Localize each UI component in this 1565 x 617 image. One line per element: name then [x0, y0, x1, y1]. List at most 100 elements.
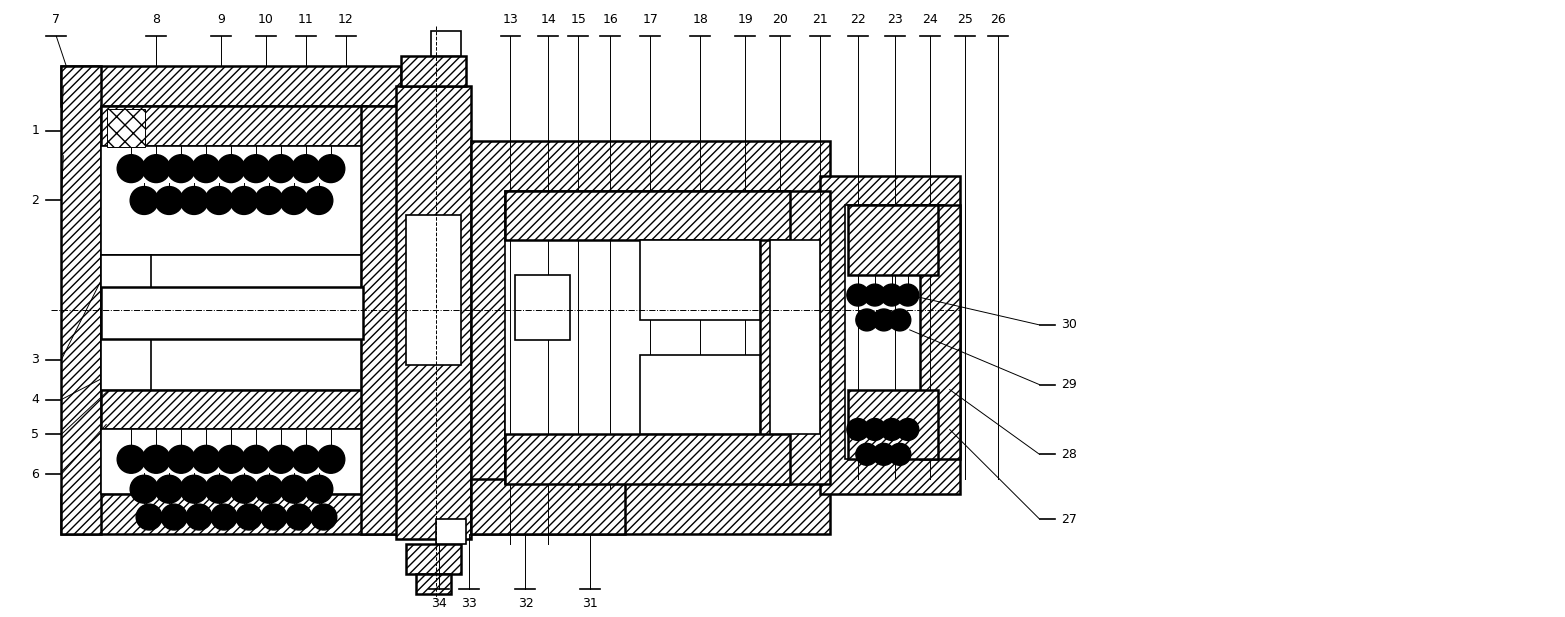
Circle shape — [186, 504, 211, 530]
Bar — [471, 141, 829, 534]
Bar — [430, 31, 460, 56]
Text: 9: 9 — [218, 13, 225, 26]
Text: 8: 8 — [152, 13, 160, 26]
Text: 6: 6 — [31, 468, 39, 481]
Circle shape — [873, 309, 895, 331]
Bar — [102, 106, 366, 146]
Bar — [435, 519, 465, 544]
Text: 20: 20 — [772, 13, 787, 26]
Text: 31: 31 — [582, 597, 598, 610]
Bar — [61, 66, 401, 106]
Bar — [61, 66, 102, 534]
Text: 33: 33 — [460, 597, 476, 610]
Text: 19: 19 — [737, 13, 753, 26]
Circle shape — [218, 155, 246, 183]
Bar — [920, 205, 959, 459]
Circle shape — [311, 504, 336, 530]
Text: 23: 23 — [887, 13, 903, 26]
Text: 24: 24 — [922, 13, 937, 26]
Circle shape — [268, 155, 294, 183]
Text: 10: 10 — [258, 13, 274, 26]
Bar — [102, 429, 362, 494]
Text: 16: 16 — [603, 13, 618, 26]
Circle shape — [192, 155, 221, 183]
Circle shape — [155, 186, 183, 215]
Circle shape — [117, 155, 146, 183]
Circle shape — [864, 418, 886, 441]
Bar — [505, 191, 790, 484]
Bar — [505, 191, 790, 240]
Text: 2: 2 — [31, 194, 39, 207]
Circle shape — [255, 186, 283, 215]
Circle shape — [856, 444, 878, 465]
Bar — [102, 255, 362, 389]
Bar — [505, 434, 790, 484]
Bar — [405, 215, 460, 365]
Circle shape — [889, 444, 911, 465]
Bar — [396, 86, 471, 539]
Text: 29: 29 — [1061, 378, 1077, 391]
Circle shape — [130, 475, 158, 503]
Circle shape — [142, 445, 171, 473]
Bar — [505, 410, 581, 479]
Text: 28: 28 — [1061, 448, 1077, 461]
Circle shape — [236, 504, 261, 530]
Bar — [845, 205, 945, 459]
Circle shape — [230, 186, 258, 215]
Bar — [848, 389, 937, 459]
Circle shape — [155, 475, 183, 503]
Text: 4: 4 — [31, 393, 39, 406]
Text: 13: 13 — [502, 13, 518, 26]
Bar — [401, 56, 465, 86]
Circle shape — [167, 445, 196, 473]
Bar — [61, 494, 401, 534]
Circle shape — [305, 475, 333, 503]
Circle shape — [211, 504, 236, 530]
Circle shape — [218, 445, 246, 473]
Circle shape — [255, 475, 283, 503]
Text: 11: 11 — [297, 13, 313, 26]
Circle shape — [316, 155, 344, 183]
Circle shape — [847, 284, 869, 306]
Bar — [102, 255, 152, 389]
Circle shape — [280, 186, 308, 215]
Circle shape — [291, 445, 319, 473]
Text: 12: 12 — [338, 13, 354, 26]
Circle shape — [280, 475, 308, 503]
Circle shape — [286, 504, 311, 530]
Text: 3: 3 — [31, 354, 39, 366]
Circle shape — [136, 504, 163, 530]
Circle shape — [873, 444, 895, 465]
Bar — [770, 240, 820, 434]
Bar — [510, 340, 576, 410]
Text: 15: 15 — [570, 13, 587, 26]
Circle shape — [864, 284, 886, 306]
Circle shape — [889, 309, 911, 331]
Circle shape — [167, 155, 196, 183]
Circle shape — [847, 418, 869, 441]
Bar — [515, 275, 570, 340]
Circle shape — [261, 504, 286, 530]
Circle shape — [230, 475, 258, 503]
Circle shape — [130, 186, 158, 215]
Text: 21: 21 — [812, 13, 828, 26]
Text: 32: 32 — [518, 597, 534, 610]
Bar — [106, 109, 146, 147]
Bar — [820, 176, 959, 494]
Circle shape — [305, 186, 333, 215]
Circle shape — [205, 475, 233, 503]
Circle shape — [897, 418, 919, 441]
Bar — [102, 146, 362, 255]
Text: 26: 26 — [989, 13, 1005, 26]
Circle shape — [856, 309, 878, 331]
Circle shape — [180, 475, 208, 503]
Text: 34: 34 — [430, 597, 446, 610]
Bar — [416, 574, 451, 594]
Circle shape — [205, 186, 233, 215]
Bar — [471, 479, 626, 534]
Circle shape — [243, 155, 269, 183]
Text: 30: 30 — [1061, 318, 1077, 331]
Bar — [102, 389, 366, 429]
Circle shape — [161, 504, 188, 530]
Text: 1: 1 — [31, 124, 39, 138]
